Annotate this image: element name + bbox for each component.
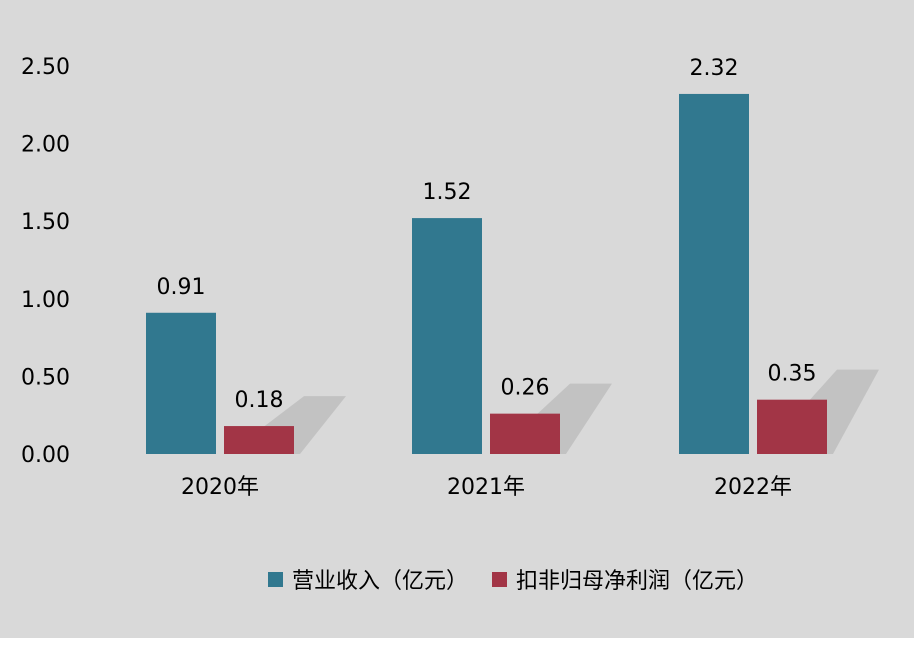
y-tick-label: 0.50	[21, 365, 70, 390]
bar-revenue	[412, 218, 482, 454]
legend-swatch	[492, 572, 507, 587]
y-tick-label: 0.00	[21, 443, 70, 468]
legend-label: 营业收入（亿元）	[292, 569, 468, 594]
legend: 营业收入（亿元） 扣非归母净利润（亿元）	[268, 569, 758, 594]
x-tick-label: 2020年	[181, 475, 259, 500]
y-tick-label: 1.50	[21, 210, 70, 235]
bar-net-profit	[490, 413, 560, 454]
legend-label: 扣非归母净利润（亿元）	[516, 569, 758, 594]
data-label: 0.26	[501, 376, 550, 401]
data-label: 0.91	[157, 275, 206, 300]
data-label: 0.35	[768, 362, 817, 387]
legend-swatch	[268, 572, 283, 587]
bar-net-profit	[757, 399, 827, 454]
x-tick-label: 2021年	[447, 475, 525, 500]
y-tick-label: 2.00	[21, 133, 70, 158]
bar-revenue	[146, 312, 216, 454]
x-tick-label: 2022年	[714, 475, 792, 500]
y-tick-label: 2.50	[21, 55, 70, 80]
bar-net-profit	[224, 426, 294, 454]
bar-revenue	[679, 93, 749, 454]
data-label: 2.32	[690, 56, 739, 81]
y-tick-label: 1.00	[21, 288, 70, 313]
x-axis: 2020年 2021年 2022年	[181, 475, 792, 500]
y-axis: 0.00 0.50 1.00 1.50 2.00 2.50	[21, 55, 70, 468]
data-label: 0.18	[235, 388, 284, 413]
data-label: 1.52	[423, 180, 472, 205]
plot-area: 0.91 1.52 2.32 0.18 0.26 0.35	[146, 56, 879, 454]
